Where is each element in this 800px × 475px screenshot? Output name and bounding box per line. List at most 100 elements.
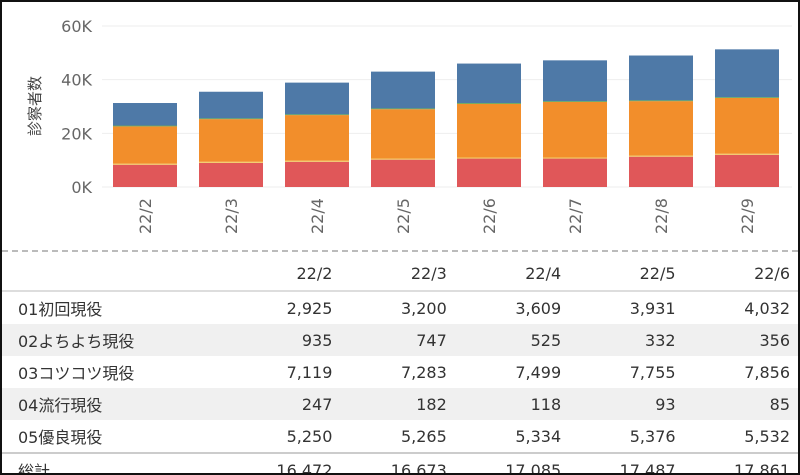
x-tick-label: 22/9 [738, 198, 757, 234]
bar-segment-blue[interactable] [285, 82, 349, 115]
bar-segment-yellow[interactable] [715, 153, 779, 155]
bar-segment-yellow[interactable] [543, 157, 607, 159]
table-cell: 5,532 [744, 426, 790, 446]
table-cell: 3,609 [515, 298, 562, 318]
bar-segment-blue[interactable] [199, 91, 263, 119]
row-label: 01初回現役 [18, 300, 103, 319]
bar-segment-blue[interactable] [113, 103, 177, 126]
table-row: 05優良現役 5,250 5,265 5,334 5,376 5,532 [2, 420, 798, 453]
table-row: 03コツコツ現役 7,119 7,283 7,499 7,755 7,856 [2, 356, 798, 388]
bar-segment-blue[interactable] [457, 63, 521, 104]
table-cell: 17,861 [683, 452, 798, 473]
bar-segment-red[interactable] [715, 154, 779, 187]
x-tick-label: 22/3 [222, 198, 241, 234]
bar-segment-red[interactable] [285, 161, 349, 187]
table-cell: 5,334 [515, 426, 562, 446]
x-tick-label: 22/2 [136, 198, 155, 234]
row-label: 04流行現役 [2, 388, 226, 420]
bar-segment-green[interactable] [371, 108, 435, 110]
column-header: 22/6 [683, 256, 798, 292]
table-row: 02よちよち現役 935 747 525 332 356 [2, 324, 798, 356]
data-table: 22/2 22/3 22/4 22/5 22/6 01初回現役 2,925 3,200 3,6… [2, 256, 798, 473]
table-cell: 7,119 [286, 362, 333, 382]
bar-segment-yellow[interactable] [629, 155, 693, 157]
table-cell: 332 [569, 324, 684, 356]
table-cell: 182 [340, 388, 455, 420]
table-cell: 85 [683, 388, 798, 420]
table-cell: 747 [340, 324, 455, 356]
bar-segment-orange[interactable] [543, 101, 607, 158]
bar-segment-blue[interactable] [543, 60, 607, 102]
x-tick-label: 22/5 [394, 198, 413, 234]
bar-segment-red[interactable] [457, 158, 521, 187]
y-tick-label: 20K [61, 124, 92, 143]
bar-segment-orange[interactable] [113, 126, 177, 164]
table-cell: 7,755 [629, 362, 676, 382]
bar-segment-red[interactable] [199, 162, 263, 187]
table-cell: 935 [226, 324, 341, 356]
bar-segment-yellow[interactable] [285, 160, 349, 162]
table-row: 01初回現役 2,925 3,200 3,609 3,931 4,032 [2, 291, 798, 324]
x-tick-label: 22/8 [652, 198, 671, 234]
stacked-bar-chart: 診察者数 0K 20K 40K 60K 22/2 22/3 22/4 22/5 22/6 22/7… [26, 17, 792, 234]
bar-segment-red[interactable] [629, 156, 693, 187]
bar-segment-orange[interactable] [371, 109, 435, 159]
bar-segment-green[interactable] [457, 103, 521, 104]
bar-segment-yellow[interactable] [371, 158, 435, 160]
bar-segment-green[interactable] [113, 125, 177, 127]
bar-segment-orange[interactable] [457, 103, 521, 158]
bar-segment-blue[interactable] [629, 55, 693, 101]
bar-segment-yellow[interactable] [199, 161, 263, 163]
total-row: 総計 16,472 16,673 17,085 17,487 17,861 [2, 452, 798, 473]
bar-segment-blue[interactable] [371, 71, 435, 109]
bar-segment-orange[interactable] [715, 97, 779, 154]
column-header: 22/3 [340, 256, 455, 292]
table-cell: 4,032 [744, 298, 790, 318]
bar-segment-orange[interactable] [285, 115, 349, 161]
table-cell: 17,085 [454, 452, 570, 473]
table-cell: 2,925 [286, 298, 333, 318]
row-label: 総計 [2, 452, 226, 473]
y-axis-label: 診察者数 [26, 76, 44, 136]
table-cell: 3,931 [629, 298, 676, 318]
table-cell: 7,283 [400, 362, 447, 382]
bar-segment-yellow[interactable] [457, 157, 521, 159]
bar-segment-red[interactable] [543, 158, 607, 187]
table-cell: 7,499 [515, 362, 562, 382]
bar-segment-orange[interactable] [199, 119, 263, 162]
bar-segment-green[interactable] [543, 101, 607, 102]
x-tick-label: 22/7 [566, 198, 585, 234]
bar-segment-red[interactable] [113, 164, 177, 187]
bar-segment-green[interactable] [715, 97, 779, 98]
bar-segment-yellow[interactable] [113, 163, 177, 165]
row-label: 02よちよち現役 [2, 324, 226, 356]
bar-segment-blue[interactable] [715, 49, 779, 98]
y-tick-label: 60K [61, 17, 92, 36]
table-cell: 5,265 [400, 426, 447, 446]
section-divider [2, 250, 798, 252]
bar-segment-green[interactable] [285, 114, 349, 116]
table-cell: 525 [454, 324, 570, 356]
table-cell: 118 [454, 388, 570, 420]
table-corner [2, 256, 226, 292]
bar-segment-red[interactable] [371, 159, 435, 187]
table-cell: 7,856 [744, 362, 790, 382]
table-cell: 16,673 [340, 452, 455, 473]
table-cell: 16,472 [226, 452, 341, 473]
bar-segment-green[interactable] [629, 100, 693, 102]
table-cell: 17,487 [569, 452, 684, 473]
row-label: 03コツコツ現役 [18, 364, 135, 383]
table-cell: 3,200 [400, 298, 447, 318]
column-header: 22/5 [569, 256, 684, 292]
bar-segment-green[interactable] [199, 118, 263, 120]
bar-segment-orange[interactable] [629, 101, 693, 156]
table-cell: 247 [226, 388, 341, 420]
table-cell: 5,250 [286, 426, 333, 446]
x-tick-label: 22/4 [308, 198, 327, 234]
column-header: 22/4 [454, 256, 570, 292]
table-cell: 5,376 [629, 426, 676, 446]
column-header: 22/2 [226, 256, 341, 292]
x-tick-label: 22/6 [480, 198, 499, 234]
table-cell: 93 [569, 388, 684, 420]
